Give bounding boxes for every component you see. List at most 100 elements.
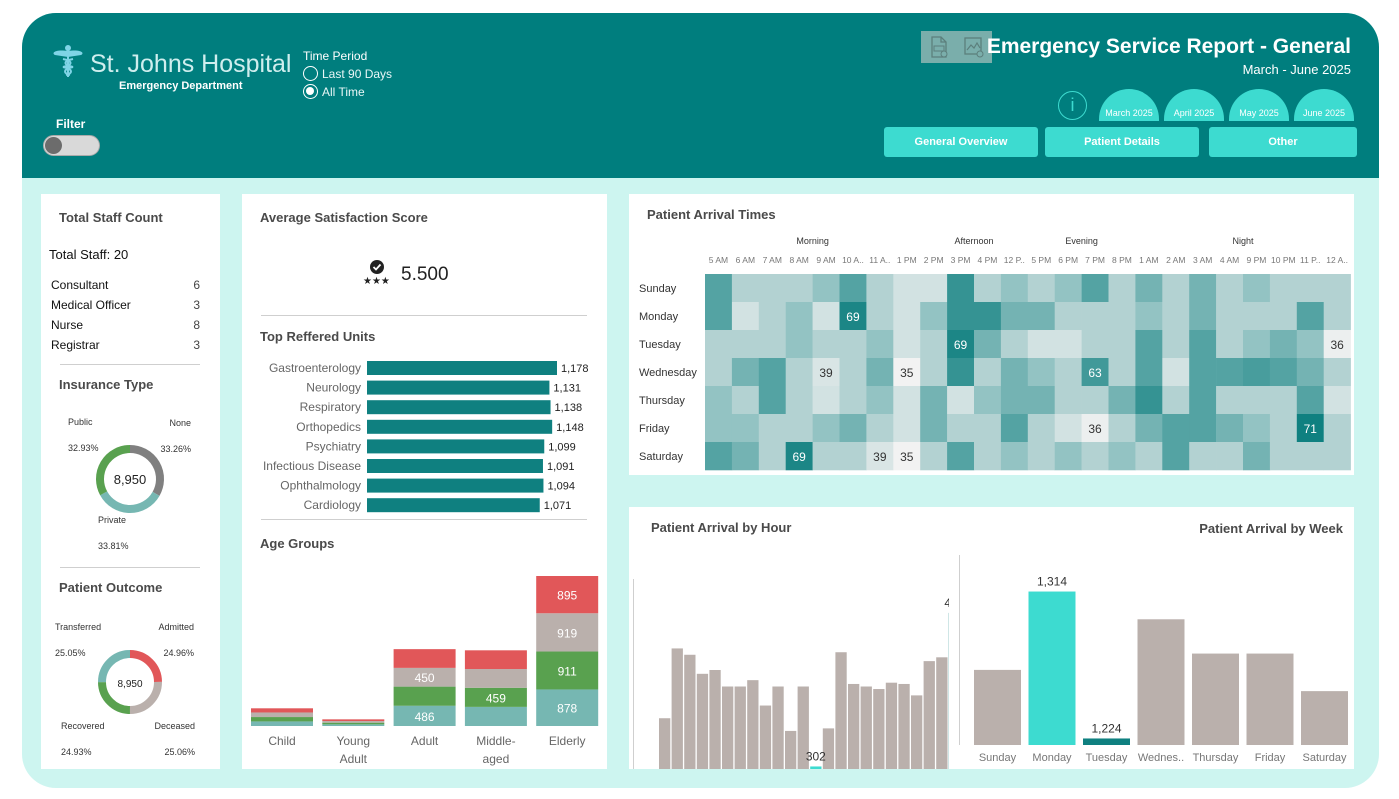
heatmap-cell (1081, 442, 1109, 471)
heatmap-cell (920, 386, 948, 415)
heatmap-group-label: Morning (796, 236, 829, 246)
heatmap-cell (1189, 414, 1217, 443)
heatmap-cell (1081, 330, 1109, 359)
heatmap-cell (785, 302, 813, 331)
age-segment (251, 708, 313, 713)
heatmap-value-label: 36 (1088, 422, 1102, 436)
heatmap-cell (974, 302, 1002, 331)
nav-general-overview[interactable]: General Overview (884, 127, 1038, 157)
heatmap-column-label: 5 AM (709, 255, 728, 265)
heatmap-cell (1081, 386, 1109, 415)
heatmap-row-label: Thursday (639, 395, 685, 407)
hour-bar (810, 766, 822, 769)
heatmap-cell (731, 274, 760, 303)
heatmap-cell (731, 358, 760, 387)
radio-all-time[interactable]: All Time (303, 84, 365, 99)
time-period-label: Time Period (303, 49, 368, 63)
heatmap-cell (1000, 274, 1029, 303)
age-segment (251, 717, 313, 722)
tab-may-2025[interactable]: May 2025 (1229, 89, 1289, 121)
age-segment (251, 721, 313, 726)
heatmap-cell (1243, 414, 1271, 443)
unit-bar (367, 400, 551, 415)
category-label: Tuesday (1086, 752, 1128, 764)
heatmap-cell (974, 386, 1002, 415)
staff-role-name: Nurse (51, 318, 84, 332)
tab-march-2025[interactable]: March 2025 (1099, 89, 1159, 121)
filter-toggle[interactable] (43, 135, 100, 156)
heatmap-cell (1189, 442, 1217, 471)
hour-bar (797, 686, 809, 769)
heatmap-value-label: 69 (954, 338, 968, 352)
heatmap-value-label: 36 (1330, 338, 1344, 352)
heatmap-cell (1296, 358, 1324, 387)
staff-role-name: Medical Officer (51, 298, 131, 312)
donut-slice (129, 650, 162, 683)
download-image-icon[interactable] (956, 31, 991, 63)
heatmap-cell (866, 330, 894, 359)
data-label: 423 (944, 596, 949, 610)
heatmap-column-label: 4 AM (1220, 255, 1239, 265)
heatmap-cell (1108, 442, 1136, 471)
arrival-by-week-chart: 1,314 1,224 Sunday Monday Tuesday Wednes.. Thu… (974, 575, 1348, 764)
arrival-by-hour-chart: 302 423 (659, 596, 949, 769)
heatmap-cell (866, 274, 894, 303)
donut-segment-name: Recovered (61, 721, 105, 731)
hospital-name: St. Johns Hospital (90, 50, 292, 78)
donut-segment-percent: 25.06% (164, 747, 195, 757)
heatmap-cell (785, 386, 813, 415)
unit-value-label: 1,138 (555, 402, 583, 414)
heatmap-cell (1243, 330, 1271, 359)
nav-other[interactable]: Other (1209, 127, 1357, 157)
heatmap-cell (1189, 302, 1217, 331)
heatmap-cell (839, 414, 867, 443)
age-group-label: aged (483, 752, 510, 766)
week-chart-title: Patient Arrival by Week (1199, 521, 1343, 536)
radio-last-90-days[interactable]: Last 90 Days (303, 66, 392, 81)
heatmap-cell (920, 274, 948, 303)
radio-label: All Time (322, 84, 365, 99)
heatmap-cell (1243, 358, 1271, 387)
heatmap-value-label: 35 (900, 366, 914, 380)
award-stars-icon: ★★★ (361, 258, 393, 291)
heatmap-cell (812, 302, 840, 331)
heatmap-cell (1216, 358, 1244, 387)
department-name: Emergency Department (119, 80, 243, 92)
heatmap-row-label: Sunday (639, 283, 677, 295)
heatmap-cell (1216, 414, 1244, 443)
heatmap-cell (1135, 330, 1163, 359)
tab-june-2025[interactable]: June 2025 (1294, 89, 1354, 121)
heatmap-cell (947, 330, 975, 359)
week-bar (974, 669, 1021, 745)
heatmap-column-label: 7 PM (1085, 255, 1105, 265)
heatmap-column-label: 4 PM (978, 255, 998, 265)
heatmap-cell (974, 414, 1002, 443)
age-segment-label: 878 (557, 702, 577, 716)
heatmap-cell (705, 386, 733, 415)
download-pdf-icon[interactable] (921, 31, 956, 63)
heatmap-cell (866, 442, 894, 471)
middle-panel: Average Satisfaction Score ★★★ 5.500 Top… (242, 194, 607, 769)
heatmap-cell (758, 330, 786, 359)
heatmap-cell (785, 414, 813, 443)
heatmap-cell (1027, 358, 1055, 387)
heatmap-cell (1000, 330, 1029, 359)
heatmap-cell (1269, 442, 1298, 471)
heatmap-cell (1296, 302, 1324, 331)
donut-segment-percent: 25.05% (55, 648, 86, 658)
donut-segment-name: Deceased (154, 721, 195, 731)
heatmap-column-label: 8 AM (789, 255, 808, 265)
age-segment (393, 649, 456, 668)
info-icon[interactable]: i (1058, 91, 1087, 120)
radio-label: Last 90 Days (322, 66, 393, 81)
week-bar (1083, 738, 1130, 745)
heatmap-column-label: 6 PM (1058, 255, 1078, 265)
heatmap-cell (1323, 414, 1351, 443)
hour-bar (785, 730, 797, 769)
unit-name-label: Respiratory (300, 400, 361, 414)
heatmap-cell (705, 302, 733, 331)
heatmap-cell (1189, 274, 1217, 303)
heatmap-cell (812, 330, 840, 359)
tab-april-2025[interactable]: April 2025 (1164, 89, 1224, 121)
nav-patient-details[interactable]: Patient Details (1045, 127, 1199, 157)
